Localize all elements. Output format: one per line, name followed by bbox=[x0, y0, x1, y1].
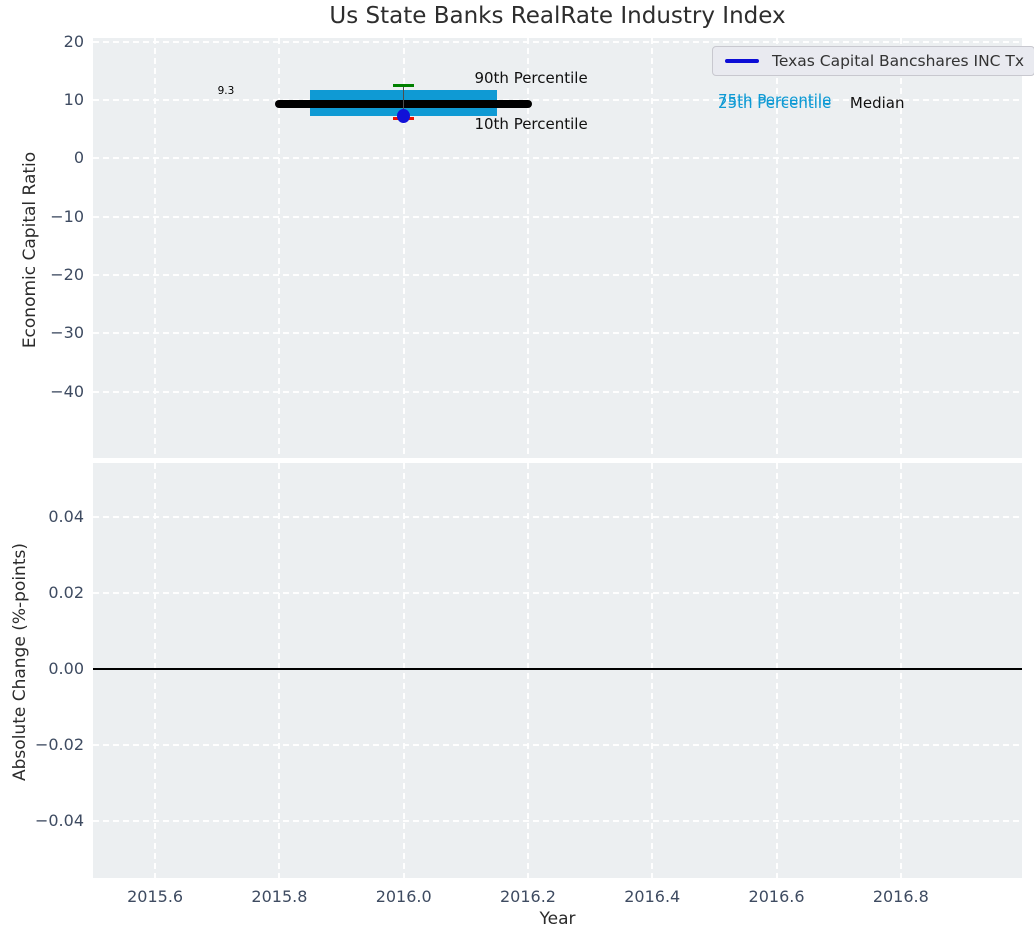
y-tick-label: −0.04 bbox=[34, 811, 84, 831]
grid-line-x bbox=[402, 38, 405, 458]
legend-label: Texas Capital Bancshares INC Tx bbox=[772, 52, 1025, 70]
y-tick-label: 0 bbox=[73, 148, 84, 168]
annotation-90th-percentile: 90th Percentile bbox=[474, 69, 588, 88]
grid-line-y bbox=[93, 157, 1022, 160]
grid-line-x bbox=[278, 463, 281, 878]
annotation-9-3: 9.3 bbox=[217, 84, 235, 97]
annotation-25th-percentile: 25th Percentile bbox=[718, 93, 832, 112]
x-tick-label: 2015.6 bbox=[127, 887, 184, 906]
grid-line-y bbox=[93, 516, 1022, 519]
grid-line-x bbox=[651, 38, 654, 458]
company-marker bbox=[397, 109, 411, 124]
y-tick-label: 0.00 bbox=[48, 659, 84, 679]
x-tick-label: 2016.8 bbox=[872, 887, 929, 906]
grid-line-x bbox=[775, 38, 778, 458]
grid-line-x bbox=[526, 38, 529, 458]
y-tick-label: −30 bbox=[50, 323, 84, 343]
grid-line-x bbox=[775, 463, 778, 878]
grid-line-x bbox=[278, 38, 281, 458]
zero-line bbox=[93, 668, 1022, 671]
grid-line-x bbox=[899, 463, 902, 878]
y-tick-label: 10 bbox=[63, 89, 84, 109]
grid-line-y bbox=[93, 215, 1022, 218]
y-tick-label: 0.04 bbox=[48, 507, 84, 527]
grid-line-x bbox=[526, 463, 529, 878]
x-tick-label: 2015.8 bbox=[251, 887, 308, 906]
p90-cap bbox=[393, 83, 415, 88]
top-axes bbox=[93, 38, 1022, 458]
y-tick-label: 0.02 bbox=[48, 583, 84, 603]
y-tick-label: 20 bbox=[63, 31, 84, 51]
whisker-line bbox=[402, 85, 405, 119]
grid-line-y bbox=[93, 592, 1022, 595]
y-tick-label: −10 bbox=[50, 206, 84, 226]
grid-line-x bbox=[402, 463, 405, 878]
grid-line-y bbox=[93, 390, 1022, 393]
grid-line-y bbox=[93, 40, 1022, 43]
grid-line-y bbox=[93, 820, 1022, 823]
annotation-75th-percentile: 75th Percentile bbox=[718, 90, 832, 109]
x-tick-label: 2016.4 bbox=[624, 887, 681, 906]
grid-line-y bbox=[93, 273, 1022, 276]
x-tick-label: 2016.6 bbox=[748, 887, 805, 906]
legend: Texas Capital Bancshares INC Tx bbox=[712, 46, 1034, 76]
grid-line-y bbox=[93, 744, 1022, 747]
x-tick-label: 2016.2 bbox=[499, 887, 556, 906]
y-tick-label: −40 bbox=[50, 381, 84, 401]
grid-line-x bbox=[154, 463, 157, 878]
y-axis-label-top: Economic Capital Ratio bbox=[20, 151, 40, 349]
grid-line-y bbox=[93, 332, 1022, 335]
grid-line-x bbox=[899, 38, 902, 458]
legend-line-icon bbox=[725, 59, 759, 63]
annotation-median: Median bbox=[849, 94, 905, 113]
x-axis-label: Year bbox=[539, 909, 576, 929]
annotation-10th-percentile: 10th Percentile bbox=[474, 114, 588, 133]
x-tick-label: 2016.0 bbox=[375, 887, 432, 906]
chart-title: Us State Banks RealRate Industry Index bbox=[329, 3, 786, 29]
y-tick-label: −20 bbox=[50, 264, 84, 284]
bottom-axes bbox=[93, 463, 1022, 878]
grid-line-y bbox=[93, 98, 1022, 101]
grid-line-x bbox=[154, 38, 157, 458]
y-tick-label: −0.02 bbox=[34, 735, 84, 755]
grid-line-x bbox=[651, 463, 654, 878]
